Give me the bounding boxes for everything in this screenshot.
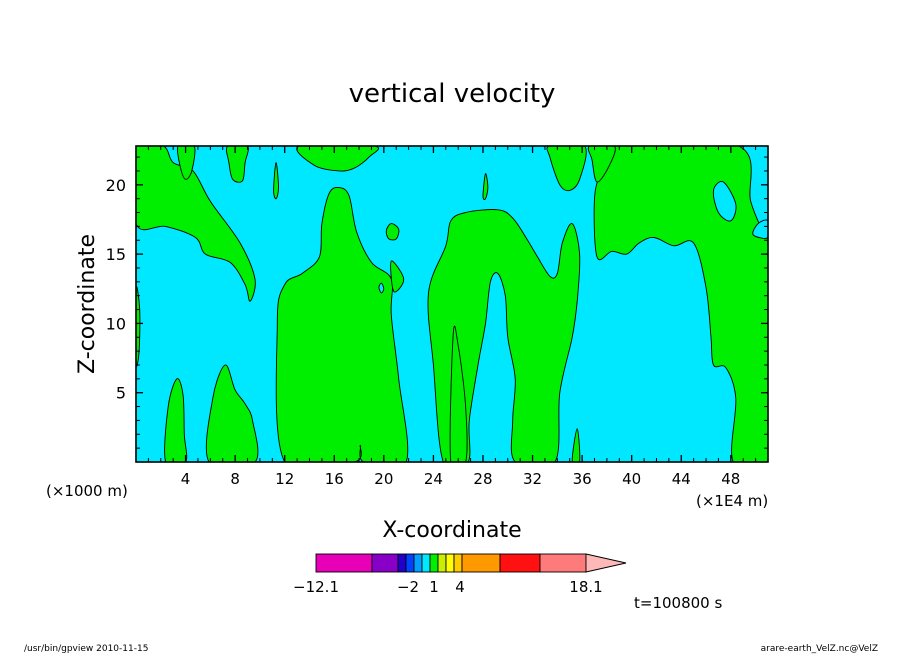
x-tick-label: 44 [672,470,691,488]
positive-region-15 [571,428,581,462]
positive-region-3 [205,364,259,462]
colorbar-segment-10 [461,553,501,573]
y-tick-label: 5 [116,384,126,403]
contour-holes [378,181,768,294]
negative-hole-2 [378,282,385,294]
colorbar-segment-0 [315,553,373,573]
x-unit-right: (×1E4 m) [696,492,768,510]
colorbar-tip [585,553,627,573]
positive-region-2 [164,378,188,462]
y-tick-label: 20 [106,176,126,195]
x-tick-label: 24 [424,470,443,488]
positive-region-12 [449,325,468,462]
colorbar-label: 4 [455,578,465,596]
negative-hole-0 [712,181,737,222]
x-tick-label: 36 [573,470,592,488]
x-tick-label: 8 [230,470,240,488]
positive-region-5 [226,146,249,183]
x-tick-label: 28 [473,470,492,488]
colorbar-segment-5 [421,553,431,573]
positive-region-10 [296,146,379,172]
x-tick-label: 16 [325,470,344,488]
colorbar-segment-4 [413,553,423,573]
x-tick-label: 32 [523,470,542,488]
colorbar-label: −2 [397,578,419,596]
y-tick-label: 15 [106,245,126,264]
positive-region-4 [176,146,196,180]
positive-region-14 [546,146,587,192]
x-tick-label: 4 [181,470,191,488]
positive-region-17 [587,146,616,183]
colorbar-segment-7 [437,553,447,573]
positive-region-8 [385,223,400,241]
colorbar-segment-8 [445,553,455,573]
colorbar-label: −12.1 [293,578,339,596]
positive-region-13 [482,173,489,200]
footer-right: arare-earth_VelZ.nc@VelZ [761,644,878,654]
colorbar-segment-6 [429,553,439,573]
y-axis-label: Z-coordinate [75,234,100,374]
colorbar [315,553,627,573]
x-unit-left: (×1000 m) [46,482,128,500]
colorbar-segment-9 [453,553,463,573]
contour-fills [136,146,768,462]
colorbar-label: 18.1 [569,578,602,596]
footer-left: /usr/bin/gpview 2010-11-15 [24,644,148,654]
positive-region-6 [273,162,279,200]
x-axis-ticks: 4 8 12 16 20 24 28 32 36 40 44 48 [147,146,757,488]
colorbar-segment-13 [539,553,587,573]
chart-title: vertical velocity [349,79,556,109]
colorbar-segment-1 [371,553,399,573]
colorbar-labels: −12.1 −2 1 4 18.1 [293,578,603,596]
positive-region-11 [427,209,581,462]
positive-region-9 [390,260,405,293]
x-tick-label: 48 [721,470,740,488]
positive-region-0 [136,146,256,302]
plot-area [135,145,769,463]
x-tick-label: 12 [275,470,294,488]
y-tick-label: 10 [106,314,126,333]
colorbar-segment-3 [405,553,415,573]
colorbar-segment-12 [499,553,541,573]
colorbar-segment-2 [397,553,407,573]
x-tick-label: 40 [622,470,641,488]
plot-frame [135,145,769,463]
colorbar-label: 1 [429,578,439,596]
time-label: t=100800 s [634,594,722,612]
x-tick-label: 20 [374,470,393,488]
x-axis-label: X-coordinate [382,518,521,543]
y-axis-ticks: 5 10 15 20 [106,156,768,449]
negative-hole-1 [752,219,768,239]
